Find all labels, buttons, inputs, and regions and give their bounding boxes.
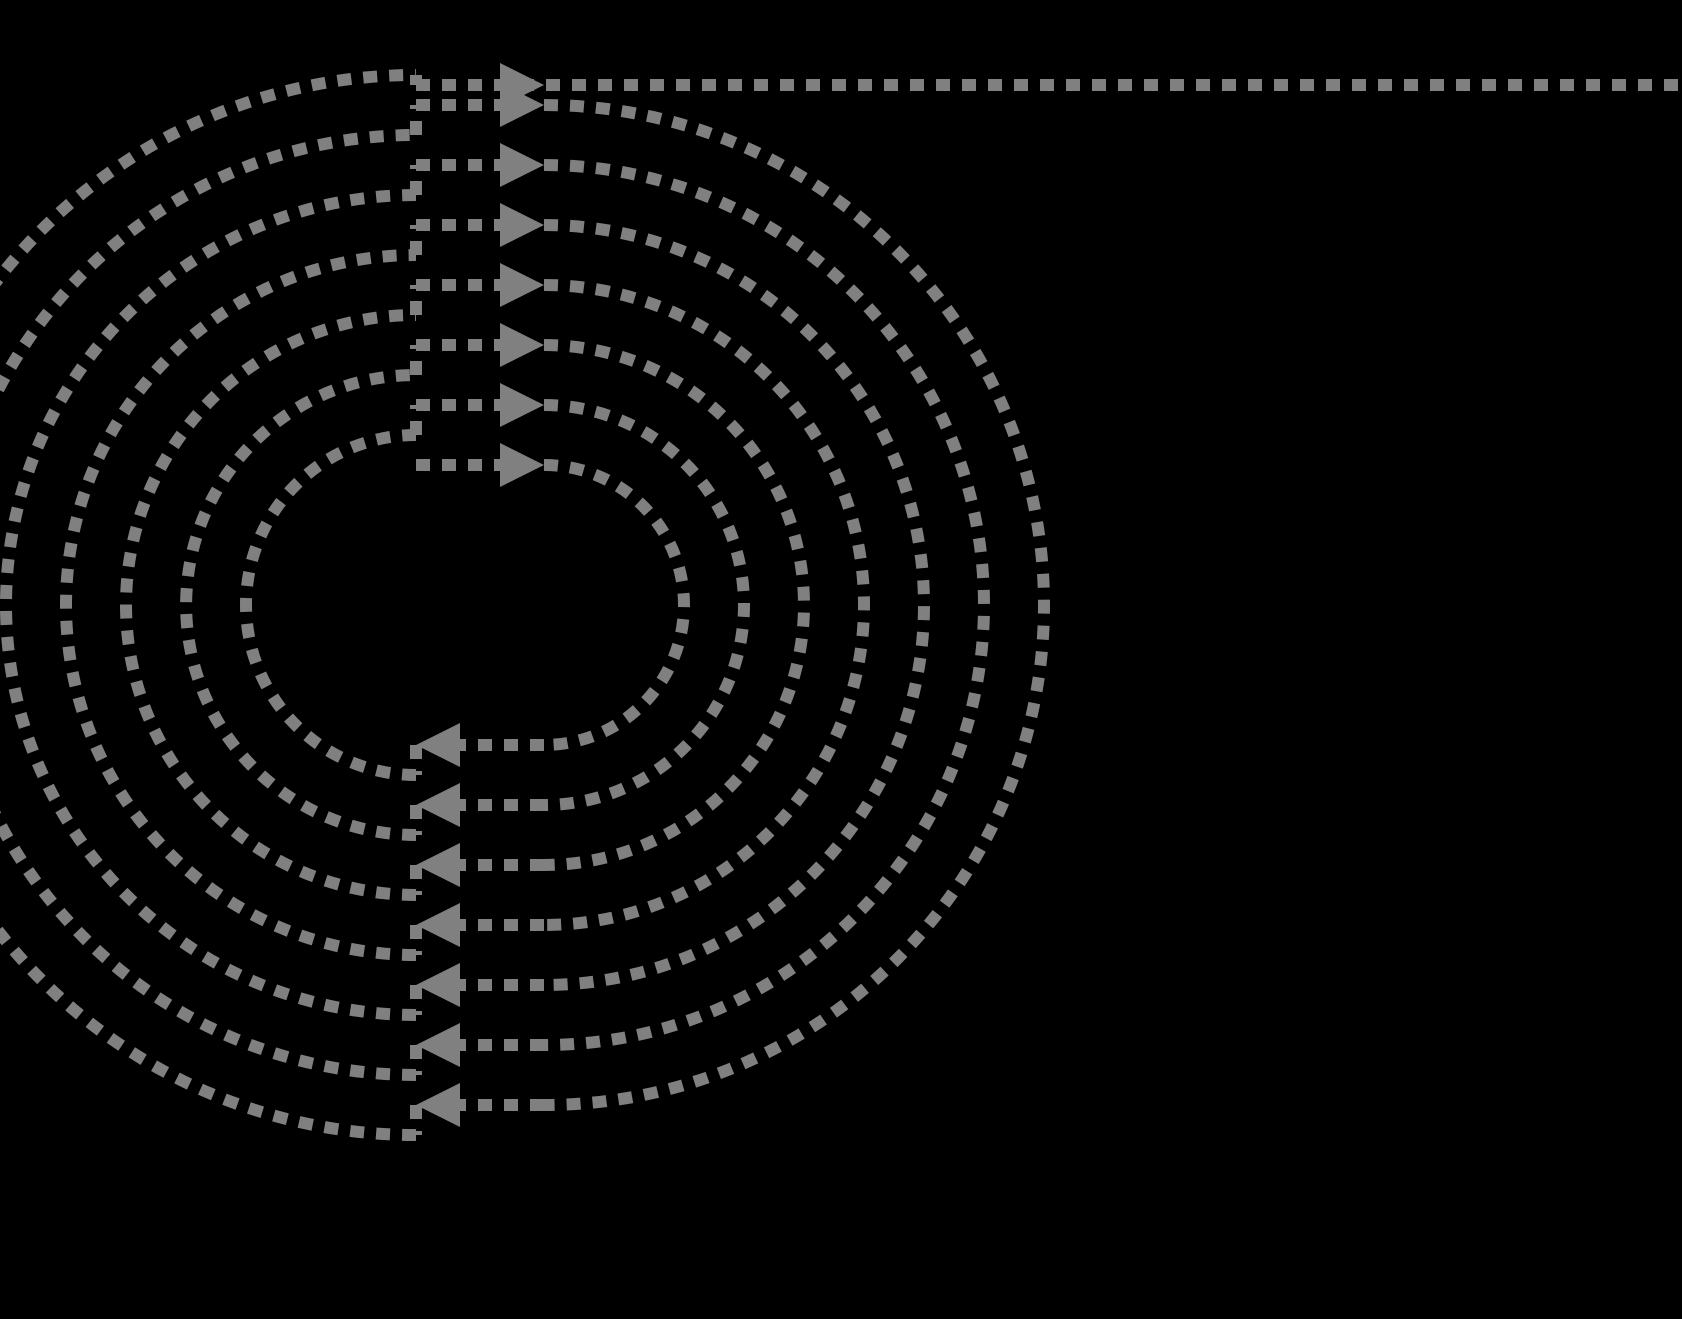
direction-arrow-bottom-0 [416, 723, 460, 767]
left-arc-0 [246, 435, 416, 775]
right-arc-6 [544, 105, 1044, 1105]
direction-arrow-bottom-6 [416, 1083, 460, 1127]
direction-arrow-bottom-5 [416, 1023, 460, 1067]
direction-arrow-bottom-3 [416, 903, 460, 947]
direction-arrow-bottom-4 [416, 963, 460, 1007]
direction-arrow-top-0 [500, 443, 544, 487]
direction-arrow-top-5 [500, 143, 544, 187]
left-arc-2 [126, 315, 416, 895]
direction-arrow-top-4 [500, 203, 544, 247]
right-arc-2 [544, 345, 804, 865]
spiral-path-group [0, 75, 1680, 1135]
direction-arrow-bottom-2 [416, 843, 460, 887]
direction-arrow-top-2 [500, 323, 544, 367]
direction-arrow-top-3 [500, 263, 544, 307]
right-arc-0 [544, 465, 684, 745]
right-arc-3 [544, 285, 864, 925]
direction-arrow-bottom-1 [416, 783, 460, 827]
cyclotron-diagram [0, 0, 1682, 1319]
direction-arrow-top-1 [500, 383, 544, 427]
